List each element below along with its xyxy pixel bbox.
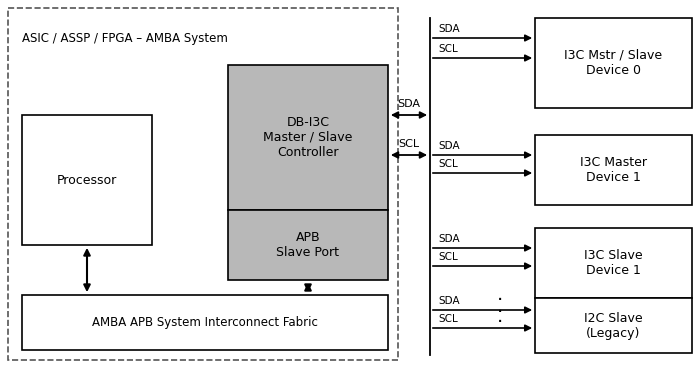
- Text: SCL: SCL: [398, 139, 419, 149]
- Text: .: .: [497, 285, 503, 305]
- Text: SCL: SCL: [438, 314, 458, 324]
- Text: Processor: Processor: [57, 173, 117, 186]
- Text: AMBA APB System Interconnect Fabric: AMBA APB System Interconnect Fabric: [92, 316, 318, 329]
- Bar: [535, 228, 692, 298]
- Text: SDA: SDA: [398, 99, 421, 109]
- Text: I3C Mstr / Slave
Device 0: I3C Mstr / Slave Device 0: [564, 49, 663, 77]
- Bar: [535, 135, 692, 205]
- Text: I3C Slave
Device 1: I3C Slave Device 1: [584, 249, 643, 277]
- Text: .: .: [497, 296, 503, 315]
- Bar: [228, 210, 388, 280]
- Text: SDA: SDA: [438, 296, 460, 306]
- Text: SCL: SCL: [438, 44, 458, 54]
- Text: DB-I3C
Master / Slave
Controller: DB-I3C Master / Slave Controller: [263, 116, 353, 159]
- Bar: [22, 295, 388, 350]
- Text: ASIC / ASSP / FPGA – AMBA System: ASIC / ASSP / FPGA – AMBA System: [22, 32, 228, 45]
- Bar: [535, 18, 692, 108]
- Text: SCL: SCL: [438, 159, 458, 169]
- Bar: [228, 65, 388, 210]
- Text: .: .: [497, 308, 503, 327]
- Bar: [535, 298, 692, 353]
- Text: APB
Slave Port: APB Slave Port: [276, 231, 340, 259]
- Text: SCL: SCL: [438, 252, 458, 262]
- Text: I2C Slave
(Legacy): I2C Slave (Legacy): [584, 311, 643, 340]
- Bar: [22, 115, 152, 245]
- Text: SDA: SDA: [438, 24, 460, 34]
- Bar: [8, 8, 398, 360]
- Text: SDA: SDA: [438, 234, 460, 244]
- Text: I3C Master
Device 1: I3C Master Device 1: [580, 156, 647, 184]
- Text: SDA: SDA: [438, 141, 460, 151]
